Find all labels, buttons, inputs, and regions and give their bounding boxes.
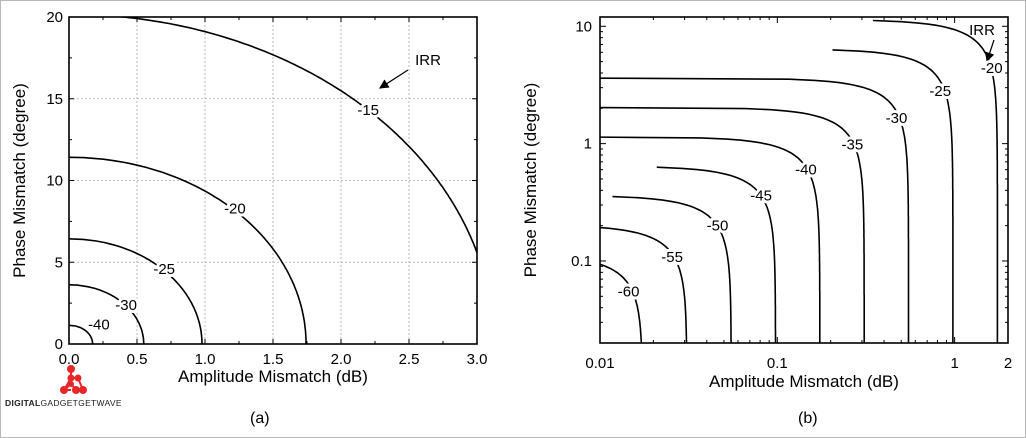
x-tick-label: 1.0	[195, 351, 216, 368]
y-axis-title: Phase Mismatch (degree)	[521, 83, 540, 278]
contour-label: -20	[981, 60, 1003, 77]
contour-label: -20	[224, 200, 246, 217]
contour-line	[600, 263, 643, 343]
watermark-text: DIGITALGADGETGETWAVE	[5, 398, 122, 408]
contour-line	[69, 284, 145, 344]
y-tick-label: 0.1	[571, 253, 592, 270]
contour-line	[612, 195, 732, 343]
x-axis-title: Amplitude Mismatch (dB)	[709, 372, 899, 391]
contour-line	[69, 156, 307, 344]
contour-line	[69, 324, 94, 344]
x-axis-title: Amplitude Mismatch (dB)	[178, 367, 368, 386]
x-tick-label: 0.5	[127, 351, 148, 368]
axes-frame	[599, 16, 1009, 344]
contour-line	[600, 77, 910, 343]
contour-label: -50	[707, 218, 729, 235]
contour-label: -60	[618, 283, 640, 300]
contours	[69, 17, 477, 344]
panel-b	[599, 16, 1009, 344]
contour-label: -45	[750, 188, 772, 205]
contour-line	[832, 49, 954, 343]
contours	[600, 19, 999, 343]
y-tick-label: 0	[55, 336, 63, 353]
contour-label: -30	[886, 110, 908, 127]
y-tick-label: 10	[575, 18, 592, 35]
contour-label: -25	[929, 83, 951, 100]
caption-a: (a)	[250, 410, 270, 427]
contour-label: -15	[357, 102, 379, 119]
x-tick-label: 2.0	[331, 351, 352, 368]
y-tick-label: 20	[46, 9, 63, 26]
contour-line	[600, 136, 821, 343]
contour-line	[69, 238, 203, 344]
contour-line	[600, 106, 865, 343]
contour-label: -35	[842, 137, 864, 154]
y-tick-label: 15	[46, 91, 63, 108]
panel-a	[68, 16, 478, 345]
watermark-logo-icon	[60, 365, 87, 394]
x-tick-label: 1	[950, 355, 958, 372]
contour-line	[113, 17, 477, 255]
contour-label: -30	[115, 297, 137, 314]
y-tick-label: 5	[55, 254, 63, 271]
y-tick-label: 1	[584, 136, 592, 153]
irr-annotation: IRR	[415, 52, 441, 69]
contour-label: -55	[661, 249, 683, 266]
caption-b: (b)	[798, 410, 818, 427]
y-axis-title: Phase Mismatch (degree)	[10, 83, 29, 278]
contour-line	[872, 19, 999, 343]
contour-line	[656, 166, 777, 343]
y-tick-label: 10	[46, 173, 63, 190]
x-tick-label: 1.5	[263, 351, 284, 368]
contour-line	[600, 226, 688, 343]
irr-arrow	[985, 39, 995, 63]
x-tick-label: 2.5	[399, 351, 420, 368]
x-tick-label: 0.01	[585, 355, 614, 372]
x-tick-label: 0.0	[59, 351, 80, 368]
contour-label: -40	[795, 162, 817, 179]
axes-frame	[68, 16, 478, 345]
contour-label: -25	[153, 261, 175, 278]
x-tick-label: 2	[1004, 355, 1012, 372]
irr-annotation: IRR	[969, 22, 995, 39]
x-tick-label: 3.0	[467, 351, 488, 368]
watermark-rest: GADGETGETWAVE	[40, 398, 122, 408]
x-tick-label: 0.1	[767, 355, 788, 372]
contour-label: -40	[88, 316, 110, 333]
irr-arrow	[378, 69, 409, 89]
watermark-bold: DIGITAL	[5, 398, 41, 408]
